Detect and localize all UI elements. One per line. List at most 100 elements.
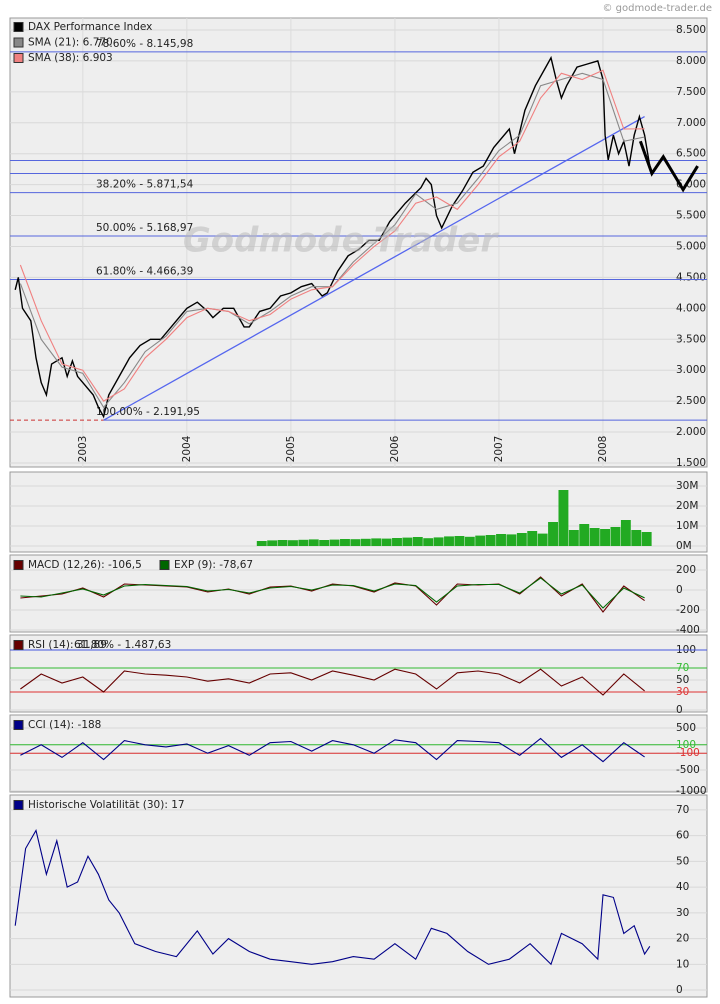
watermark: Godmode-Trader [183,221,499,261]
volume-bar [319,540,330,546]
y-tick-label: 7.500 [676,86,706,98]
series-line [20,576,645,613]
y-tick-label: 4.000 [676,302,706,314]
legend-label: SMA (21): 6.770 [28,37,113,49]
panel [9,17,708,468]
level-label: 61.80% - 4.466,39 [96,265,193,277]
legend-label: MACD (12,26): -106,5 [28,559,142,571]
series-line [20,668,645,696]
volume-bar [350,539,361,546]
series-line [14,55,651,419]
volume-bar [277,540,288,546]
volume-bar [371,538,382,546]
y-tick-label: 40 [676,881,689,893]
y-tick-label: 10M [676,520,698,532]
x-tick-label: 2007 [493,436,505,463]
volume-bar [464,536,475,546]
volume-bar [267,540,278,546]
volume-bar [516,533,527,546]
y-tick-label: -400 [676,624,700,636]
volume-bar [329,539,340,546]
y-tick-label: 10 [676,958,689,970]
y-tick-label: 200 [676,564,696,576]
volume-bar [558,490,569,546]
volume-bar [620,520,631,546]
legend-swatch [13,800,24,810]
volume-bar [402,537,413,546]
volume-bar [548,522,558,546]
y-tick-label: 0 [676,984,683,996]
y-tick-label: -500 [676,764,700,776]
overlay-text: 61.80% - 1.487,63 [74,639,171,651]
volume-bar [496,534,506,546]
legend-swatch [13,53,24,63]
x-tick-label: 2004 [181,435,193,462]
volume-bar [631,530,642,546]
volume-bar [600,529,611,546]
volume-bar [423,538,434,546]
y-tick-label: 2.000 [676,426,706,438]
panel [9,634,708,713]
legend-label: DAX Performance Index [28,21,152,33]
volume-bar [392,538,402,546]
legend-swatch [13,37,24,48]
legend-label: Historische Volatilität (30): 17 [28,799,185,811]
y-tick-label: 3.000 [676,364,706,376]
legend-swatch [159,560,170,570]
y-tick-label: 1.500 [676,457,706,469]
level-label: 100.00% - 2.191,95 [96,406,200,418]
projection-line [638,140,699,193]
level-label: 78.60% - 8.145,98 [96,38,193,50]
volume-bar [308,539,319,546]
volume-bar [288,540,298,546]
volume-bar [641,532,652,546]
legend-swatch [13,22,24,32]
y-tick-label: 0M [676,540,692,552]
volume-bar [381,538,392,546]
level-label: 38.20% - 5.871,54 [96,179,194,191]
legend-swatch [13,640,24,650]
y-tick-label: 7.000 [676,117,706,129]
series-line [20,737,645,763]
y-tick-label: 5.500 [676,210,706,222]
source: © godmode-trader.de [603,3,713,14]
y-tick-label: 30 [676,907,689,919]
y-tick-label: -200 [676,604,700,616]
legend-swatch [13,720,24,730]
y-tick-label: 20M [676,500,698,512]
y-tick-label: 6.500 [676,148,706,160]
volume-bar [412,537,423,546]
volume-bar [568,530,579,546]
panel [9,554,708,633]
volume-bar [485,535,496,546]
x-tick-label: 2008 [597,436,609,463]
y-tick-label: 70 [676,804,689,816]
volume-bar [360,538,371,546]
volume-bar [589,528,600,546]
y-tick-label: 20 [676,933,689,945]
volume-bar [527,531,538,546]
volume-bar [340,539,350,546]
legend-label: EXP (9): -78,67 [174,559,253,571]
volume-bar [298,539,309,546]
y-tick-label: 60 [676,830,689,842]
series-line [20,577,645,609]
volume-bar [579,524,590,546]
y-tick-label: 50 [676,855,689,867]
volume-bar [537,533,548,546]
volume-bar [444,536,454,546]
volume-bar [433,537,444,546]
series-line [19,69,645,402]
x-tick-label: 2006 [389,435,401,462]
y-tick-label: 8.500 [676,24,706,36]
y-tick-label: 3.500 [676,333,706,345]
y-tick-label: 5.000 [676,240,706,252]
y-tick-label: 4.500 [676,271,706,283]
volume-bar [454,536,465,546]
volume-bar [506,534,517,546]
y-tick-label: 0 [676,584,683,596]
trend-line [103,116,645,421]
volume-bar [256,541,267,546]
